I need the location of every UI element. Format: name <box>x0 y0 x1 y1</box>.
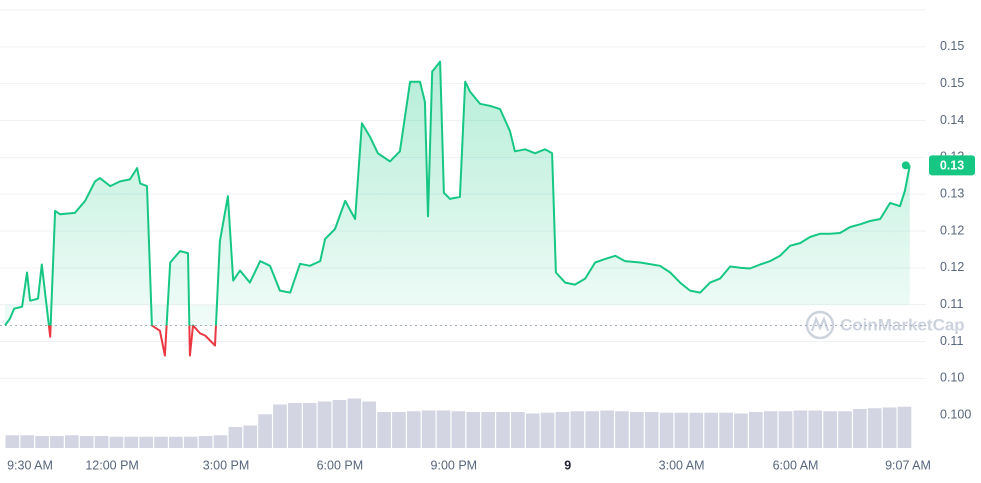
volume-bar <box>793 410 808 448</box>
volume-bar <box>704 412 719 448</box>
volume-layer <box>5 398 912 448</box>
volume-bar <box>481 412 495 448</box>
volume-bar <box>763 411 778 448</box>
volume-bar <box>198 436 213 448</box>
volume-bar <box>243 425 258 448</box>
volume-bar <box>94 436 109 448</box>
volume-bar <box>838 411 852 448</box>
volume-bar <box>5 435 20 448</box>
volume-axis-label: 0.100 <box>940 407 971 421</box>
volume-bar <box>674 412 689 448</box>
volume-bar <box>79 436 94 448</box>
volume-bar <box>555 412 570 448</box>
x-tick-label: 9:30 AM <box>7 458 53 472</box>
y-tick-label: 0.12 <box>940 223 964 237</box>
volume-bar <box>273 404 287 448</box>
volume-bar <box>421 410 436 448</box>
volume-bar <box>853 409 867 448</box>
price-badge <box>929 155 975 176</box>
volume-bar <box>719 412 733 448</box>
last-point <box>901 161 910 170</box>
volume-bar <box>139 436 153 448</box>
y-tick-label: 0.12 <box>940 260 964 274</box>
volume-bar <box>35 436 49 448</box>
axis-layer: 0.10 0.11 0.11 0.12 0.12 0.13 0.13 0.14 0.15 0.15… <box>7 39 975 472</box>
price-area <box>5 61 910 326</box>
x-tick-label: 9:07 AM <box>885 458 931 472</box>
volume-bar <box>570 411 585 448</box>
x-tick-label: 9:00 PM <box>431 458 478 472</box>
volume-bar <box>808 410 823 448</box>
volume-bar <box>317 401 332 448</box>
volume-bar <box>897 406 912 448</box>
volume-bar <box>169 436 183 448</box>
y-tick-label: 0.15 <box>940 39 964 53</box>
volume-bar <box>288 403 302 448</box>
volume-bar <box>734 413 748 448</box>
volume-bar <box>302 403 317 448</box>
volume-bar <box>213 435 228 448</box>
volume-bar <box>585 411 600 448</box>
volume-bar <box>64 435 79 448</box>
price-layer <box>0 60 926 357</box>
volume-bar <box>882 407 897 448</box>
volume-bar <box>525 413 540 448</box>
x-tick-label: 6:00 AM <box>773 458 819 472</box>
volume-bar <box>436 410 451 448</box>
volume-bar <box>362 401 377 448</box>
watermark: CoinMarketCap <box>805 310 965 340</box>
volume-bar <box>629 412 644 448</box>
y-tick-label: 0.14 <box>940 113 964 127</box>
volume-bar <box>466 412 481 448</box>
x-tick-label: 9 <box>564 458 571 472</box>
volume-bar <box>406 411 421 448</box>
y-tick-label: 0.13 <box>940 186 964 200</box>
x-tick-label: 3:00 AM <box>659 458 705 472</box>
volume-bar <box>644 412 659 448</box>
volume-bar <box>124 436 139 448</box>
x-tick-label: 3:00 PM <box>203 458 250 472</box>
volume-bar <box>228 427 243 448</box>
price-line <box>4 60 911 357</box>
volume-bar <box>154 436 168 448</box>
x-tick-label: 12:00 PM <box>85 458 139 472</box>
volume-bar <box>347 398 362 448</box>
volume-bar <box>50 436 64 448</box>
volume-bar <box>689 412 704 448</box>
volume-bar <box>778 411 793 448</box>
volume-bar <box>183 436 198 448</box>
volume-bar <box>451 411 466 448</box>
volume-bar <box>823 411 837 448</box>
watermark-text: CoinMarketCap <box>840 315 965 334</box>
volume-bar <box>332 400 347 448</box>
volume-bar <box>867 408 882 448</box>
volume-bar <box>20 435 35 448</box>
volume-bar <box>109 436 124 448</box>
y-tick-label: 0.11 <box>940 334 963 348</box>
volume-bar <box>540 412 555 448</box>
volume-bar <box>258 414 272 448</box>
watermark-logo-mark <box>810 315 830 332</box>
x-tick-label: 6:00 PM <box>317 458 364 472</box>
volume-bar <box>377 412 391 448</box>
volume-bar <box>659 412 674 448</box>
volume-bar <box>496 412 510 448</box>
y-tick-label: 0.15 <box>940 76 964 90</box>
volume-bar <box>748 412 763 448</box>
volume-bar <box>600 410 614 448</box>
price-badge-label: 0.13 <box>940 159 964 173</box>
watermark-logo <box>805 310 835 340</box>
volume-bar <box>511 412 525 448</box>
volume-bar <box>392 412 406 448</box>
y-tick-label: 0.10 <box>940 371 964 385</box>
volume-bar <box>615 411 629 448</box>
y-tick-label: 0.11 <box>940 297 963 311</box>
